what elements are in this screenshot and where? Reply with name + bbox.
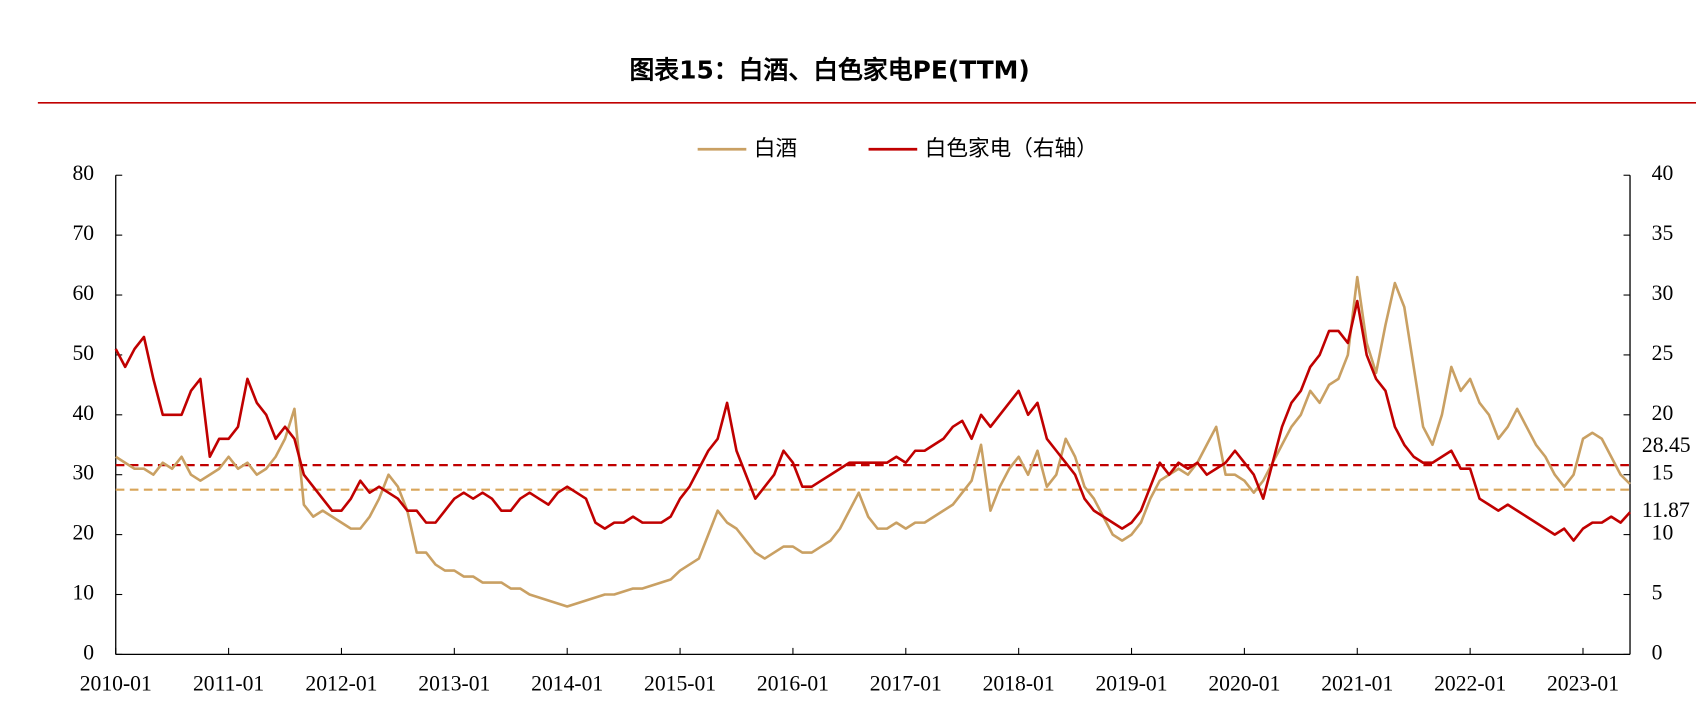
legend-label: 白酒 [754,136,797,161]
x-tick-label: 2019-01 [1095,672,1167,696]
x-tick-label: 2016-01 [757,672,829,696]
y-tick-label: 0 [83,640,94,664]
y2-tick-label: 10 [1652,521,1674,545]
y2-tick-label: 15 [1652,461,1674,485]
chart-title: 图表15：白酒、白色家电PE(TTM) [629,55,1029,84]
x-tick-label: 2011-01 [193,672,264,696]
y2-tick-label: 20 [1652,401,1674,425]
x-tick-label: 2023-01 [1547,672,1619,696]
y2-tick-label: 35 [1652,221,1674,245]
end-label: 11.87 [1642,498,1690,522]
x-tick-label: 2012-01 [305,672,377,696]
x-tick-label: 2021-01 [1321,672,1393,696]
legend-label: 白色家电（右轴） [925,136,1098,161]
series-line [115,275,1631,608]
y-tick-label: 70 [72,221,94,245]
y-tick-label: 40 [72,401,94,425]
y2-tick-label: 25 [1652,341,1674,365]
x-tick-label: 2020-01 [1208,672,1280,696]
y2-tick-label: 30 [1652,281,1674,305]
y-tick-label: 10 [72,580,94,604]
y-tick-label: 60 [72,281,94,305]
y-tick-label: 50 [72,341,94,365]
x-tick-label: 2014-01 [531,672,603,696]
x-tick-label: 2015-01 [644,672,716,696]
y-tick-label: 30 [72,461,94,485]
x-tick-label: 2010-01 [80,672,152,696]
y-tick-label: 20 [72,521,94,545]
x-tick-label: 2017-01 [870,672,942,696]
y2-tick-label: 40 [1652,161,1674,185]
y2-tick-label: 0 [1652,640,1663,664]
series-line [114,299,1631,542]
x-tick-label: 2018-01 [983,672,1055,696]
x-tick-label: 2013-01 [418,672,490,696]
y2-tick-label: 5 [1652,580,1663,604]
x-tick-label: 2022-01 [1434,672,1506,696]
y-tick-label: 80 [72,161,94,185]
end-label: 28.45 [1642,433,1691,457]
